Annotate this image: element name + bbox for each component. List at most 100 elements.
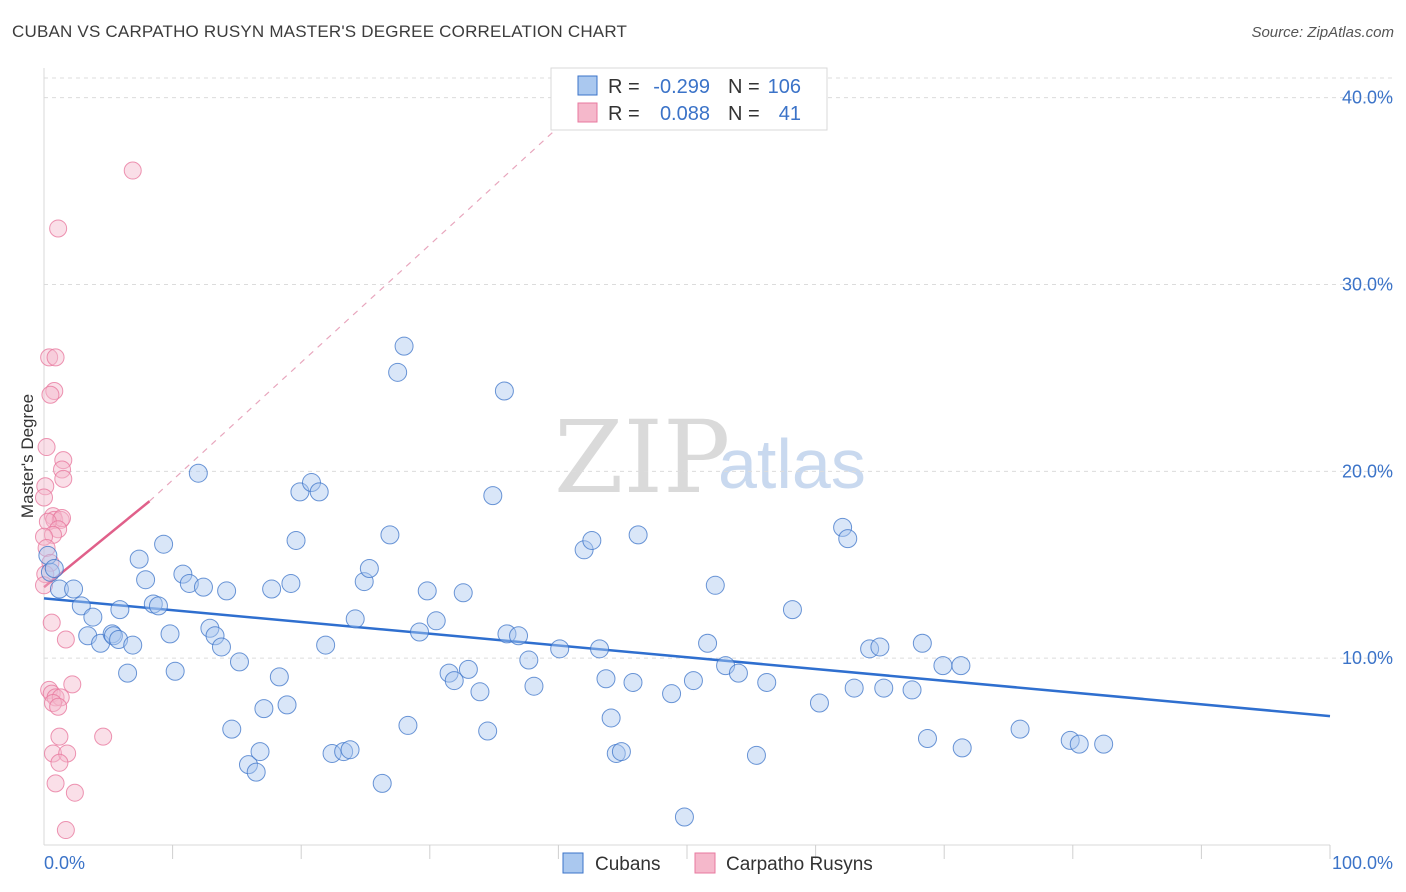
cubans-point [902,680,922,700]
cubans-point [388,362,408,382]
carpatho-legend-swatch [577,102,598,123]
carpatho-point [37,438,56,457]
carpatho-point [44,744,63,763]
cubans-point [705,575,725,595]
cubans-point [611,742,631,762]
cubans-n-label: N = [728,76,760,98]
carpatho-trend-extension [149,97,591,502]
carpatho-point [42,613,61,632]
cubans-bottom-swatch [562,852,584,874]
cubans-point [757,672,777,692]
cubans-point [917,729,937,749]
series-legend: Cubans Carpatho Rusyns [562,852,873,875]
cubans-point [238,755,258,775]
carpatho-point [56,821,75,840]
cubans-point [509,626,529,646]
cubans-point [211,637,231,657]
cubans-r-value: -0.299 [653,76,710,98]
y-axis-title: Master's Degree [18,394,37,518]
cubans-point [833,517,853,537]
carpatho-point [50,727,69,746]
cubans-point [262,579,282,599]
carpatho-point [35,488,53,507]
cubans-point [662,684,682,704]
cubans-point [148,596,168,616]
cubans-point [410,622,430,642]
cubans-trendline [43,597,1331,718]
cubans-point [345,609,365,629]
cubans-trend-line [43,597,1331,718]
cubans-point [838,529,858,549]
y-tick-label-20: 20.0% [1342,461,1393,481]
cubans-point [217,581,237,601]
cubans-point [49,579,69,599]
cubans-point [173,564,193,584]
cubans-point [417,581,437,601]
cubans-point [165,661,185,681]
carpatho-trend-line [43,500,151,589]
cubans-point [322,743,342,763]
cubans-point [136,570,156,590]
cubans-point [254,699,274,719]
cubans-point [1010,719,1030,739]
carpatho-point [35,527,53,546]
x-ticks [172,845,1331,859]
cubans-point [426,611,446,631]
y-tick-labels: 10.0% 20.0% 30.0% 40.0% [1342,88,1393,668]
carpatho-point [58,744,77,763]
cubans-point [683,671,703,691]
cubans-point [444,671,464,691]
cubans-point [277,695,297,715]
cubans-point [109,629,129,649]
carpatho-point [49,697,68,716]
y-tick-label-30: 30.0% [1342,275,1393,295]
cubans-point [951,656,971,676]
cubans-point [746,745,766,765]
y-tick-label-10: 10.0% [1342,648,1393,668]
carpatho-point [50,753,69,772]
carpatho-bottom-swatch [694,852,716,874]
cubans-r-label: R = [608,76,640,98]
cubans-point [188,463,208,483]
cubans-point [458,659,478,679]
carpatho-point [44,525,63,544]
cubans-point [372,773,392,793]
carpatho-point [56,630,75,649]
cubans-point [394,336,414,356]
cubans-point [483,486,503,506]
cubans-point [205,626,225,646]
cubans-point [674,807,694,827]
carpatho-point [40,348,59,367]
cubans-point [64,579,84,599]
carpatho-point [46,774,65,793]
carpatho-point [94,727,113,746]
watermark-atlas: atlas [718,425,866,503]
cubans-point [193,577,213,597]
cubans-points [38,336,1114,827]
cubans-point [179,573,199,593]
cubans-point [160,624,180,644]
cubans-point [269,667,289,687]
cubans-point [83,607,103,627]
cubans-point [628,525,648,545]
cubans-point [281,573,301,593]
cubans-n-value: 106 [768,76,801,98]
carpatho-point [54,469,73,488]
carpatho-legend-label: Carpatho Rusyns [726,854,873,875]
cubans-point [874,678,894,698]
cubans-point [40,562,60,582]
cubans-point [123,635,143,655]
cubans-point [524,676,544,696]
cubans-point [519,650,539,670]
cubans-point [596,669,616,689]
cubans-point [340,740,360,760]
cubans-point [623,672,643,692]
cubans-point [1069,734,1089,754]
cubans-point [222,719,242,739]
cubans-point [229,652,249,672]
cubans-point [470,682,490,702]
cubans-point [286,530,306,550]
cubans-point [698,633,718,653]
carpatho-n-value: 41 [779,103,801,125]
